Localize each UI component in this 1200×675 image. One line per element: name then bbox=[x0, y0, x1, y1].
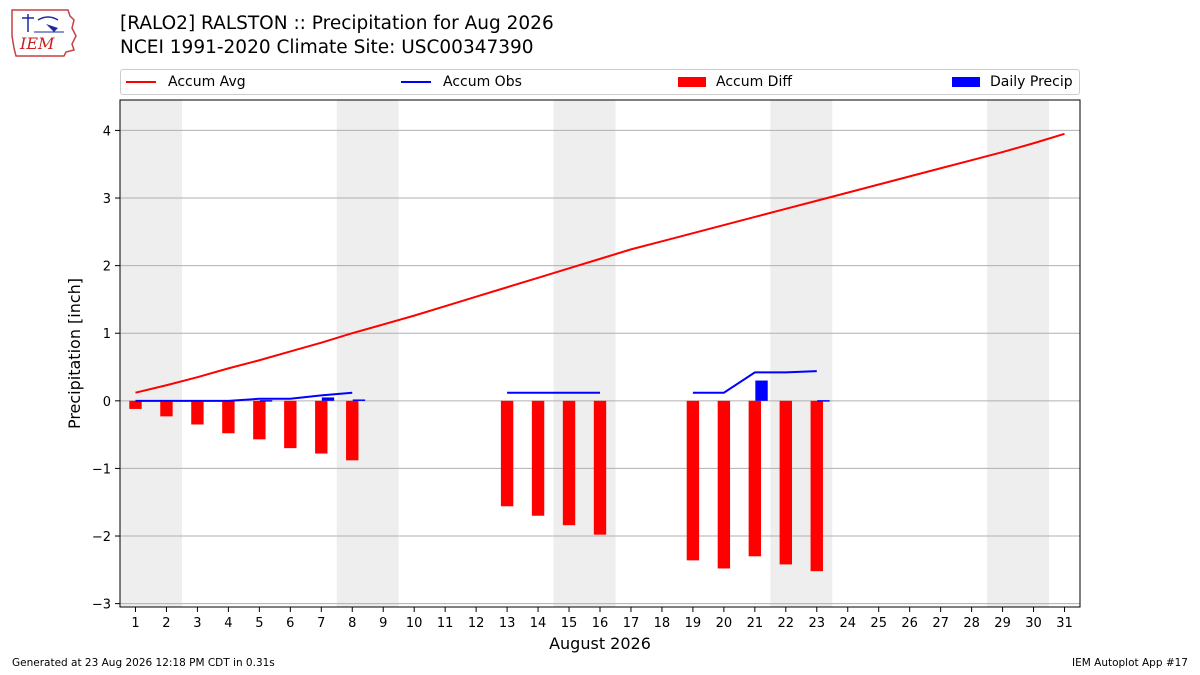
y-tick-label: −2 bbox=[92, 530, 111, 545]
legend-swatch-daily-precip bbox=[952, 77, 980, 87]
accum-diff-bar bbox=[593, 400, 607, 535]
x-axis-label: August 2026 bbox=[549, 634, 651, 653]
chart-legend: Accum Avg Accum Obs Accum Diff Daily Pre… bbox=[120, 69, 1080, 95]
x-tick-label: 26 bbox=[901, 616, 918, 631]
accum-diff-bar bbox=[129, 400, 142, 409]
x-tick-label: 12 bbox=[468, 616, 485, 631]
title-line-2: NCEI 1991-2020 Climate Site: USC00347390 bbox=[120, 37, 534, 58]
y-tick-label: −1 bbox=[92, 462, 111, 477]
accum-diff-bar bbox=[810, 400, 823, 572]
legend-label-accum-avg: Accum Avg bbox=[168, 74, 246, 90]
y-tick-label: 3 bbox=[103, 192, 111, 207]
accum-diff-bar bbox=[315, 400, 328, 454]
footer-app: IEM Autoplot App #17 bbox=[1072, 657, 1188, 669]
accum-diff-bar bbox=[779, 400, 792, 565]
x-tick-label: 17 bbox=[623, 616, 640, 631]
iem-logo: IEM bbox=[8, 6, 80, 58]
accum-diff-bar bbox=[717, 400, 731, 569]
accum-obs-line bbox=[692, 370, 817, 394]
x-tick-label: 9 bbox=[379, 616, 387, 631]
daily-precip-bar bbox=[352, 399, 366, 401]
accum-diff-bar bbox=[191, 400, 204, 425]
accum-diff-bar bbox=[284, 400, 297, 449]
accum-diff-bar bbox=[160, 400, 173, 417]
x-tick-label: 19 bbox=[685, 616, 702, 631]
x-tick-label: 24 bbox=[839, 616, 856, 631]
x-tick-label: 21 bbox=[747, 616, 764, 631]
y-tick-label: 4 bbox=[103, 124, 111, 139]
x-tick-label: 25 bbox=[870, 616, 887, 631]
x-tick-label: 1 bbox=[131, 616, 139, 631]
x-tick-label: 20 bbox=[716, 616, 733, 631]
accum-diff-bar bbox=[253, 400, 266, 440]
accum-avg-line bbox=[135, 132, 1065, 394]
legend-item-daily-precip: Daily Precip bbox=[952, 70, 1073, 94]
daily-precip-bar bbox=[259, 400, 273, 402]
x-tick-label: 31 bbox=[1056, 616, 1073, 631]
x-tick-label: 3 bbox=[193, 616, 201, 631]
accum-diff-bar bbox=[222, 400, 235, 434]
x-tick-label: 11 bbox=[437, 616, 454, 631]
accum-diff-bar bbox=[686, 400, 700, 561]
y-tick-label: 2 bbox=[103, 260, 111, 275]
x-tick-label: 28 bbox=[963, 616, 980, 631]
x-tick-label: 8 bbox=[348, 616, 356, 631]
legend-label-accum-obs: Accum Obs bbox=[443, 74, 522, 90]
x-tick-label: 4 bbox=[224, 616, 232, 631]
y-tick-label: 1 bbox=[103, 327, 111, 342]
accum-diff-bar bbox=[531, 400, 545, 516]
legend-item-accum-obs: Accum Obs bbox=[401, 70, 522, 94]
daily-precip-bar bbox=[817, 400, 830, 402]
logo-text: IEM bbox=[20, 34, 55, 53]
x-tick-label: 10 bbox=[406, 616, 423, 631]
x-tick-label: 16 bbox=[592, 616, 609, 631]
accum-obs-line bbox=[135, 391, 353, 402]
legend-swatch-accum-obs bbox=[401, 81, 431, 83]
legend-item-accum-avg: Accum Avg bbox=[126, 70, 246, 94]
x-tick-label: 22 bbox=[778, 616, 795, 631]
legend-label-daily-precip: Daily Precip bbox=[990, 74, 1073, 90]
x-tick-label: 14 bbox=[530, 616, 547, 631]
x-tick-label: 6 bbox=[286, 616, 294, 631]
y-axis-label: Precipitation [inch] bbox=[65, 278, 84, 429]
legend-label-accum-diff: Accum Diff bbox=[716, 74, 793, 90]
y-tick-label: 0 bbox=[103, 395, 111, 410]
accum-diff-bar bbox=[500, 400, 514, 507]
x-tick-label: 13 bbox=[499, 616, 516, 631]
accum-diff-bar bbox=[562, 400, 576, 526]
legend-item-accum-diff: Accum Diff bbox=[678, 70, 792, 94]
accum-diff-bar bbox=[346, 400, 359, 461]
x-tick-label: 15 bbox=[561, 616, 578, 631]
x-tick-label: 27 bbox=[932, 616, 949, 631]
legend-swatch-accum-diff bbox=[678, 77, 706, 87]
y-tick-label: −3 bbox=[92, 598, 111, 613]
iem-logo-graphic bbox=[11, 9, 77, 57]
x-tick-label: 7 bbox=[317, 616, 325, 631]
legend-swatch-accum-avg bbox=[126, 81, 156, 83]
accum-diff-bar bbox=[748, 400, 762, 557]
daily-precip-bar bbox=[321, 397, 335, 401]
title-line-1: [RALO2] RALSTON :: Precipitation for Aug… bbox=[120, 13, 554, 34]
x-tick-label: 5 bbox=[255, 616, 263, 631]
footer-generated: Generated at 23 Aug 2026 12:18 PM CDT in… bbox=[12, 657, 275, 669]
weekend-shade bbox=[987, 100, 1050, 607]
x-tick-label: 30 bbox=[1025, 616, 1042, 631]
x-tick-label: 2 bbox=[162, 616, 170, 631]
x-tick-label: 18 bbox=[654, 616, 671, 631]
weekend-shade bbox=[336, 100, 399, 607]
weekend-shade bbox=[120, 100, 182, 607]
daily-precip-bar bbox=[755, 380, 768, 401]
x-tick-label: 23 bbox=[809, 616, 826, 631]
chart-title: [RALO2] RALSTON :: Precipitation for Aug… bbox=[120, 12, 554, 60]
x-tick-label: 29 bbox=[994, 616, 1011, 631]
